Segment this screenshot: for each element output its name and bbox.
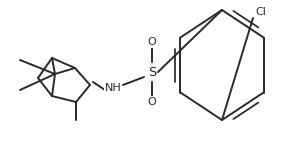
Text: NH: NH (105, 83, 122, 93)
Text: O: O (148, 97, 156, 107)
Text: Cl: Cl (256, 7, 266, 17)
Text: S: S (148, 66, 156, 79)
Text: O: O (148, 37, 156, 47)
